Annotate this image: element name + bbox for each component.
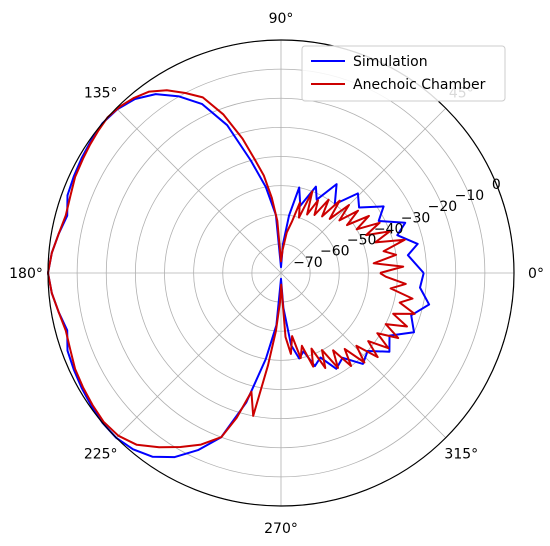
radial-tick-label: −30 <box>401 210 431 226</box>
series-layer <box>47 89 431 459</box>
angular-gridline <box>280 107 447 274</box>
radial-tick-label: −40 <box>374 221 404 237</box>
radial-tick-labels: −70−60−50−40−30−20−10 0 <box>293 177 501 271</box>
angular-gridline <box>115 272 282 439</box>
angular-gridline <box>280 272 447 439</box>
angle-tick-label: 90° <box>269 11 294 27</box>
angle-tick-label: 180° <box>9 266 43 282</box>
legend: Simulation Anechoic Chamber <box>301 45 506 102</box>
angle-tick-label: 270° <box>264 521 298 537</box>
outer-ring <box>47 39 515 507</box>
radial-tick-label: 0 <box>492 177 501 193</box>
radial-tick-label: −10 <box>455 188 485 204</box>
series-line-simulation <box>47 93 431 459</box>
angle-tick-label: 315° <box>444 446 478 462</box>
radial-tick-label: −60 <box>320 244 350 260</box>
angular-gridline <box>115 107 282 274</box>
angle-tick-label: 0° <box>528 266 544 282</box>
legend-label-anechoic-chamber: Anechoic Chamber <box>353 77 486 93</box>
legend-label-simulation: Simulation <box>353 54 428 70</box>
legend-frame <box>301 45 506 102</box>
angle-tick-label: 225° <box>84 446 118 462</box>
series-line-anechoic-chamber <box>47 89 416 449</box>
radial-tick-label: −70 <box>293 255 323 271</box>
radial-tick-label: −50 <box>347 233 377 249</box>
angle-tick-label: 135° <box>84 86 118 102</box>
radial-tick-label: −20 <box>428 199 458 215</box>
